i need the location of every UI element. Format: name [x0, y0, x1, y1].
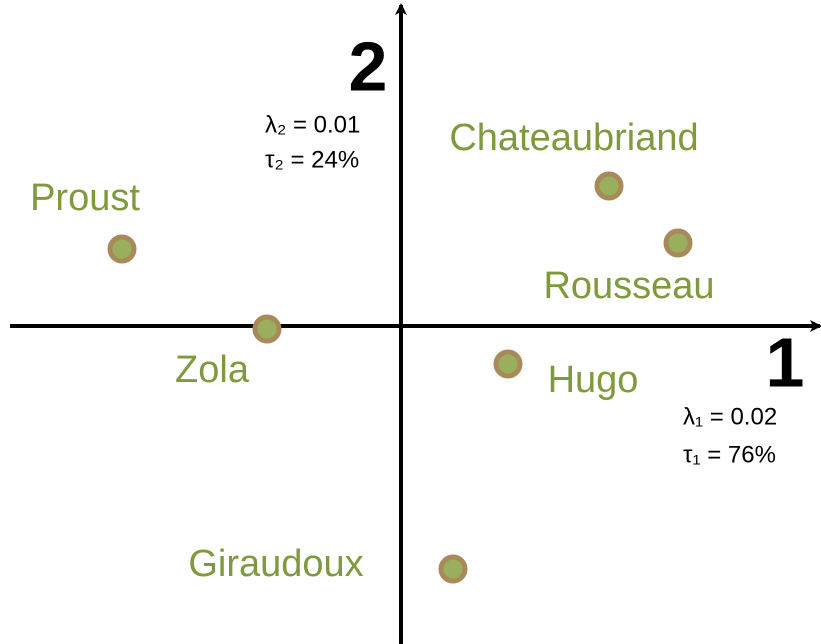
point-label: Giraudoux — [188, 543, 363, 585]
x-axis-note: λ₁ = 0.02 — [683, 403, 777, 430]
x-axis-label: 1 — [766, 323, 805, 401]
y-axis-note: λ₂ = 0.01 — [265, 111, 360, 138]
point — [663, 228, 693, 258]
point-label: Hugo — [548, 359, 639, 401]
point-label: Chateaubriand — [449, 117, 698, 159]
y-axis-note: τ₂ = 24% — [265, 146, 359, 173]
point — [107, 234, 137, 264]
y-axis-label: 2 — [349, 27, 388, 105]
point — [493, 349, 523, 379]
point-label: Proust — [30, 177, 140, 219]
x-axis-note: τ₁ = 76% — [683, 441, 776, 468]
point — [594, 171, 624, 201]
point-label: Zola — [175, 349, 250, 391]
point-label: Rousseau — [543, 265, 714, 307]
point — [438, 554, 468, 584]
point — [252, 314, 282, 344]
